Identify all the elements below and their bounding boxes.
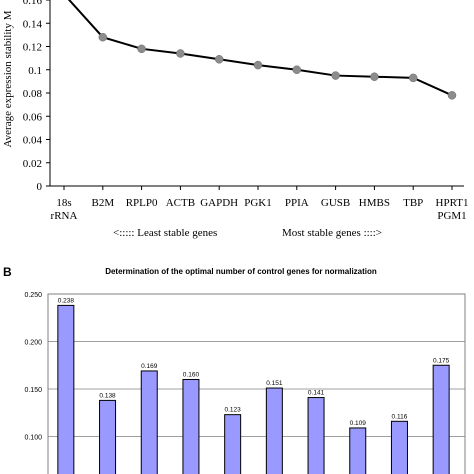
panel-b-bar-chart: B Determination of the optimal number of…: [3, 265, 466, 474]
x-tick-label: RPLP0: [126, 197, 158, 209]
y-tick-label: 0.1: [28, 65, 42, 77]
data-point: [370, 72, 379, 81]
x-tick-label: PGK1: [244, 197, 272, 209]
y-tick-label: 0.08: [23, 88, 43, 100]
least-stable-annotation: <::::: Least stable genes: [113, 227, 217, 239]
bar-value-label: 0.116: [392, 413, 408, 420]
most-stable-annotation: Most stable genes ::::>: [282, 227, 382, 239]
x-tick-label: HMBS: [359, 197, 390, 209]
bar: [432, 364, 450, 474]
bar-value-label: 0.160: [183, 372, 200, 379]
data-point: [292, 65, 302, 74]
y-tick-label: 0.02: [23, 158, 42, 170]
x-tick-label: HPRT1: [436, 197, 469, 209]
bar: [99, 399, 117, 474]
bar: [390, 420, 408, 474]
y-axis-title: Average expression stability M: [2, 10, 14, 147]
x-tick-label: PPIA: [285, 197, 309, 209]
data-point: [98, 32, 108, 42]
bar-value-label: 0.109: [350, 420, 367, 427]
bar-value-label: 0.169: [141, 363, 158, 370]
x-tick-label: TBP: [403, 197, 423, 209]
bar: [57, 304, 75, 474]
panel-a-line-chart: Average expression stability M 0 0.02 0.04…: [2, 0, 468, 239]
bar-value-label: 0.123: [225, 407, 242, 414]
y-tick-label: 0.100: [24, 435, 42, 442]
y-tick-label: 0.150: [24, 387, 42, 394]
x-tick-label: B2M: [91, 197, 114, 209]
x-tick-label: GUSB: [321, 197, 350, 209]
data-point: [331, 71, 340, 80]
x-tick-label: PGM1: [437, 210, 466, 222]
y-tick-label: 0.16: [23, 0, 43, 7]
data-point: [447, 91, 457, 100]
y-tick-label: 0.04: [23, 135, 43, 147]
y-tick-label: 0.06: [23, 111, 43, 123]
data-point: [408, 73, 418, 83]
data-point: [176, 49, 185, 58]
panel-label: B: [3, 265, 12, 279]
bar: [349, 427, 367, 474]
bar-value-label: 0.175: [433, 357, 450, 364]
x-tick-label: GAPDH: [200, 197, 238, 209]
y-tick-label: 0.200: [24, 340, 42, 347]
data-point: [214, 55, 224, 64]
x-tick-label: 18s: [56, 197, 71, 209]
bar-value-label: 0.238: [58, 297, 75, 304]
series-line: [67, 0, 453, 97]
y-tick-label: 0.14: [23, 18, 43, 30]
data-point: [137, 44, 146, 54]
x-tick-label: ACTB: [166, 197, 195, 209]
y-tick-label: 0.250: [24, 292, 42, 299]
bar-value-label: 0.138: [99, 392, 116, 399]
chart-title: Determination of the optimal number of c…: [105, 267, 377, 276]
y-tick-label: 0: [37, 181, 43, 193]
y-tick-label: 0.12: [23, 42, 42, 54]
bar: [140, 370, 158, 474]
bar: [265, 387, 283, 474]
bar: [307, 397, 325, 474]
bar-value-label: 0.151: [266, 380, 283, 387]
x-tick-label: rRNA: [51, 210, 78, 222]
bar-value-label: 0.141: [308, 390, 325, 397]
data-point: [253, 60, 263, 70]
bar: [182, 379, 200, 474]
bar: [224, 414, 242, 474]
